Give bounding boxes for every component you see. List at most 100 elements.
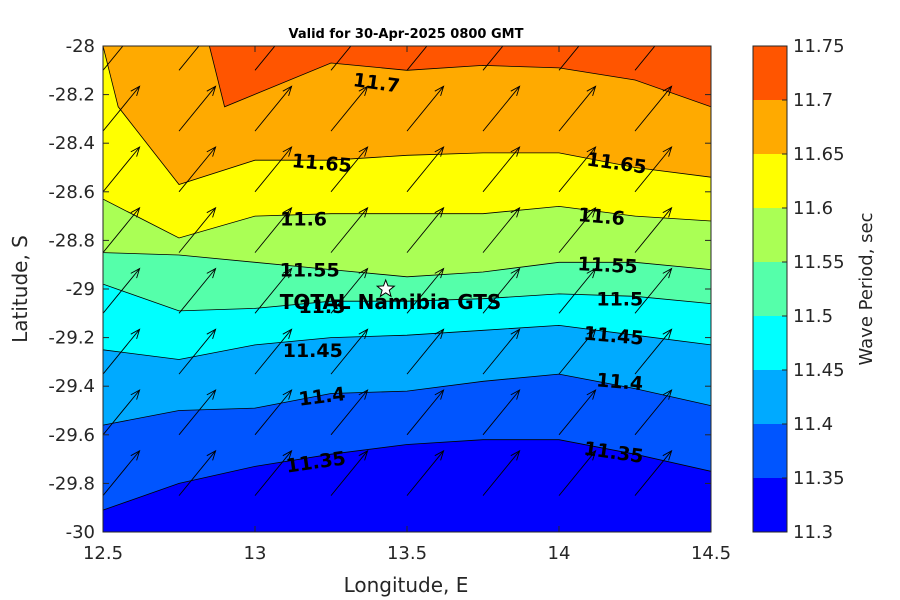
wave-direction-arrow [482, 449, 521, 496]
contour-label: 11.6 [577, 204, 626, 230]
wave-direction-arrow [103, 85, 141, 132]
wave-direction-arrow [178, 46, 200, 71]
contour-label: 11.55 [577, 253, 638, 278]
contour-line-11.35 [103, 439, 711, 511]
contour-label: 11.45 [583, 323, 645, 350]
wave-direction-arrow [406, 449, 445, 496]
contour-label: 11.45 [283, 340, 343, 362]
colorbar-tick-label: 11.7 [793, 90, 833, 111]
wave-direction-arrow [406, 267, 445, 314]
wave-direction-arrow [634, 146, 673, 193]
wave-direction-arrow [254, 389, 293, 436]
y-tick-label: -29.8 [48, 473, 95, 494]
y-tick-label: -28.4 [48, 133, 95, 154]
y-tick-label: -29.2 [48, 328, 95, 349]
x-tick-label: 12.5 [83, 543, 123, 564]
wave-direction-arrow [634, 85, 673, 132]
wave-direction-arrow [482, 146, 521, 193]
contour-line-11.4 [103, 373, 711, 426]
wave-direction-arrow [330, 85, 369, 132]
y-tick-label: -29 [66, 279, 95, 300]
wave-direction-arrow [634, 449, 673, 496]
wave-direction-arrow [406, 85, 445, 132]
colorbar-tick-label: 11.45 [793, 360, 845, 381]
colorbar-segment [753, 262, 787, 316]
wave-direction-arrow [103, 267, 141, 314]
colorbar-tick-label: 11.4 [793, 414, 833, 435]
wave-direction-arrow [406, 389, 445, 436]
wave-direction-arrow [634, 389, 673, 436]
wave-direction-arrow [330, 146, 369, 193]
wave-direction-arrow [254, 267, 293, 314]
wave-direction-arrow [103, 206, 141, 253]
x-tick-label: 14 [548, 543, 571, 564]
colorbar-segment [753, 424, 787, 478]
wave-direction-arrow [406, 146, 445, 193]
colorbar-frame [752, 45, 788, 533]
wave-direction-arrow [558, 267, 597, 314]
wave-direction-arrow [330, 206, 369, 253]
colorbar-tick-label: 11.75 [793, 36, 845, 57]
y-tick-label: -28 [66, 36, 95, 57]
wave-direction-arrow [103, 46, 124, 71]
contour-line-11.65 [103, 46, 711, 185]
x-tick-label: 13.5 [387, 543, 427, 564]
contour-band-11.7 [209, 46, 711, 107]
wave-direction-arrow [482, 46, 504, 71]
chart-title: Valid for 30-Apr-2025 0800 GMT [289, 27, 524, 42]
wave-direction-arrow [558, 328, 597, 375]
wave-direction-arrow [634, 328, 673, 375]
wave-direction-arrow [254, 206, 293, 253]
colorbar: 11.3 11.35 11.4 11.45 11.5 11.55 11.6 11.65 11.7… [752, 36, 845, 543]
wave-direction-arrow [254, 146, 293, 193]
y-tick-label: -28.8 [48, 230, 95, 251]
contour-line-11.45 [103, 324, 711, 360]
wave-direction-arrow [558, 389, 597, 436]
colorbar-segment [753, 46, 787, 100]
contour-line-11.6 [103, 198, 711, 239]
colorbar-segment [753, 370, 787, 424]
colorbar-segment [753, 478, 787, 532]
contour-line-11.7 [209, 46, 711, 108]
wave-direction-arrow [103, 449, 141, 496]
contour-label: 11.5 [298, 296, 345, 318]
wave-direction-arrow [406, 328, 445, 375]
contour-label: 11.55 [280, 260, 340, 282]
x-tick-label: 14.5 [691, 543, 731, 564]
wave-direction-arrow [178, 146, 217, 193]
site-label: TOTAL Namibia GTS [280, 290, 502, 314]
wave-direction-arrow [330, 328, 369, 375]
wave-direction-arrow [482, 267, 521, 314]
wave-direction-arrow [103, 328, 141, 375]
wave-direction-arrow [482, 85, 521, 132]
wave-direction-arrow [103, 146, 141, 193]
contour-label: 11.4 [595, 369, 644, 395]
wave-direction-arrow [634, 206, 673, 253]
colorbar-segment [753, 316, 787, 370]
wave-direction-arrow [178, 328, 217, 375]
colorbar-tick-label: 11.5 [793, 306, 833, 327]
wave-direction-arrow [558, 85, 597, 132]
y-tick-label: -28.2 [48, 85, 95, 106]
contour-line-11.55 [103, 252, 711, 278]
wave-direction-arrow [634, 46, 656, 71]
wave-direction-arrow [482, 328, 521, 375]
contour-line-11.5 [103, 283, 711, 312]
contour-label: 11.5 [596, 289, 643, 311]
wave-direction-arrow [330, 389, 369, 436]
colorbar-tick-label: 11.35 [793, 468, 845, 489]
x-axis-label: Longitude, E [344, 573, 469, 597]
colorbar-segment [753, 154, 787, 208]
wave-direction-arrow [178, 389, 217, 436]
wave-direction-arrow [178, 449, 217, 496]
plot-area [103, 46, 711, 532]
contour-label: 11.65 [291, 150, 353, 177]
wave-direction-arrow [330, 267, 369, 314]
wave-direction-arrow [406, 206, 445, 253]
colorbar-tick-label: 11.55 [793, 252, 845, 273]
wave-direction-arrow [406, 46, 428, 71]
wave-direction-arrow [558, 46, 580, 71]
wave-direction-arrow [254, 449, 293, 496]
colorbar-label: Wave Period, sec [856, 212, 877, 365]
